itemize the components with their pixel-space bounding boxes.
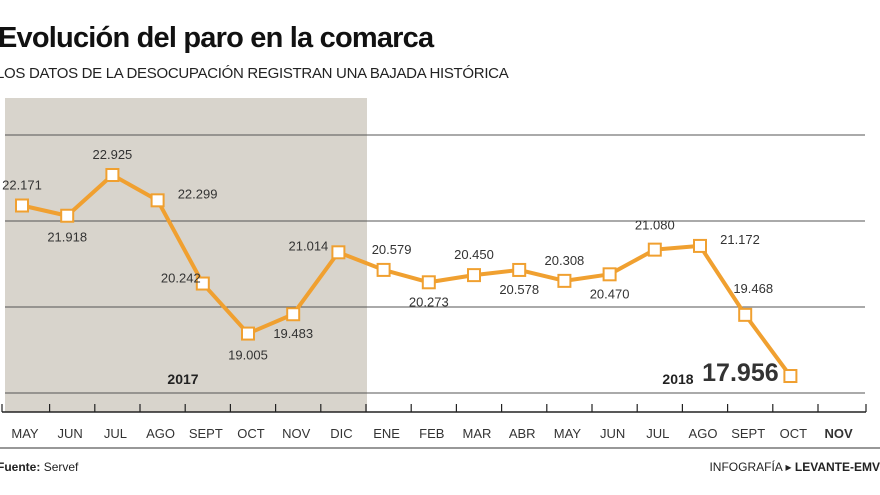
x-tick-label: MAY <box>554 426 582 441</box>
series-line <box>21 173 793 378</box>
x-tick-label: JUL <box>646 426 669 441</box>
x-tick-label: ENE <box>373 426 400 441</box>
data-point <box>376 262 391 277</box>
data-label: 20.273 <box>409 294 449 309</box>
x-tick-label: JUL <box>104 426 127 441</box>
x-tick-label: JUN <box>600 426 625 441</box>
x-tick-label: OCT <box>780 426 808 441</box>
x-tick-label: AGO <box>689 426 718 441</box>
data-label: 20.242 <box>161 271 201 286</box>
credit-brand: LEVANTE-EMV <box>794 460 880 474</box>
credit: INFOGRAFÍA ▸ LEVANTE-EMV <box>709 460 880 474</box>
x-tick-label: SEPT <box>189 426 223 441</box>
data-point <box>557 273 572 288</box>
data-label: 22.171 <box>2 178 42 193</box>
data-point <box>150 193 165 208</box>
line-chart: MAY JUN JUL AGO SEPT OCT NOV DIC ENE FEB MAR ABR MAY… <box>0 98 880 449</box>
source-name: Servef <box>43 460 79 474</box>
year-label: 2018 <box>662 371 693 387</box>
data-point <box>602 267 617 282</box>
data-label: 21.080 <box>635 218 675 233</box>
x-tick-label: NOV <box>825 426 854 441</box>
x-tick-label: OCT <box>237 426 265 441</box>
x-tick-label: FEB <box>419 426 444 441</box>
x-tick-label: AGO <box>146 426 175 441</box>
credit-prefix: INFOGRAFÍA <box>709 460 783 474</box>
data-point <box>512 262 527 277</box>
data-label: 20.579 <box>372 242 412 257</box>
triangle-icon: ▸ <box>785 460 792 474</box>
data-point <box>693 238 707 253</box>
data-point <box>647 242 662 257</box>
x-tick-label: JUN <box>58 426 83 441</box>
data-point <box>15 198 29 213</box>
data-point <box>421 275 436 290</box>
data-label: 21.172 <box>720 232 760 247</box>
chart-subtitle: LOS DATOS DE LA DESOCUPACIÓN REGISTRAN U… <box>0 65 509 82</box>
data-label: 19.483 <box>273 326 313 341</box>
x-tick-label: SEPT <box>731 426 765 441</box>
source-note: Fuente: Servef <box>0 460 78 474</box>
data-point <box>783 369 798 384</box>
data-point <box>195 276 210 291</box>
data-label: 19.468 <box>733 281 773 296</box>
data-label: 22.925 <box>93 147 133 162</box>
data-point <box>467 268 481 283</box>
data-label: 22.299 <box>178 186 218 201</box>
source-label: Fuente: <box>0 460 41 474</box>
data-label: 20.470 <box>590 286 630 301</box>
x-tick-label: MAR <box>463 426 492 441</box>
data-point <box>105 168 120 183</box>
x-tick-label: ABR <box>509 426 536 441</box>
data-label: 19.005 <box>228 348 268 363</box>
data-point <box>331 245 346 260</box>
year-label: 2017 <box>167 371 198 387</box>
data-label: 21.014 <box>289 238 329 253</box>
data-point <box>738 307 753 322</box>
x-tick-label: NOV <box>282 426 311 441</box>
data-point <box>241 326 255 341</box>
data-point <box>60 208 75 223</box>
data-label: 17.956 <box>702 359 778 387</box>
data-label: 20.450 <box>454 247 494 262</box>
data-label: 21.918 <box>47 230 87 245</box>
data-point <box>286 307 301 322</box>
x-tick-label: DIC <box>330 426 352 441</box>
data-label: 20.578 <box>499 282 539 297</box>
chart-title: Evolución del paro en la comarca <box>0 22 434 54</box>
x-tick-label: MAY <box>11 426 39 441</box>
data-label: 20.308 <box>545 253 585 268</box>
